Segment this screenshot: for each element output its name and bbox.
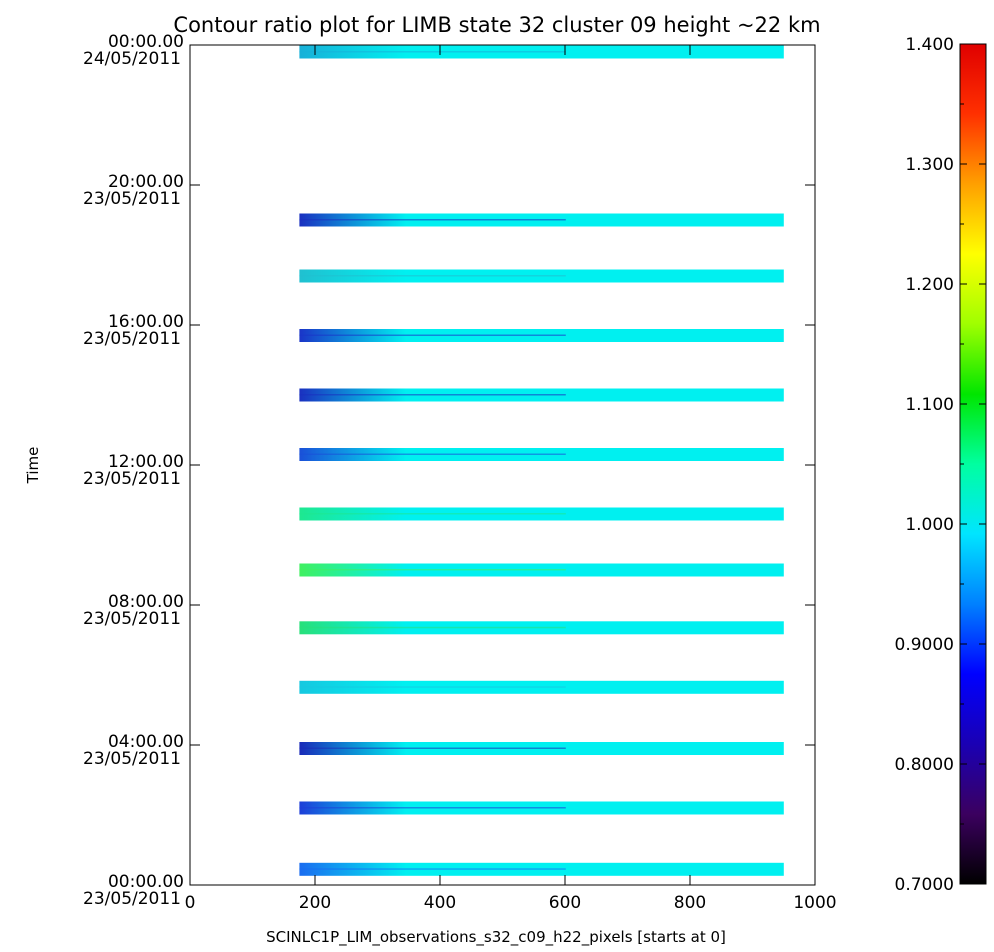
axis-ticks bbox=[189, 44, 816, 886]
x-tick-labels: 0 200 400 600 800 1000 bbox=[185, 893, 837, 913]
colorbar-label: 1.300 bbox=[905, 155, 954, 175]
y-axis-label: Time bbox=[24, 447, 42, 485]
colorbar bbox=[959, 43, 987, 885]
colorbar-label: 1.200 bbox=[905, 275, 954, 295]
orbit-band-streak bbox=[299, 275, 566, 277]
y-tick-date-label: 23/05/2011 bbox=[83, 749, 181, 769]
y-tick-date-label: 23/05/2011 bbox=[83, 469, 181, 489]
colorbar-ticks bbox=[960, 43, 986, 885]
y-tick-date-label: 23/05/2011 bbox=[83, 189, 181, 209]
y-tick-time-label: 08:00.00 bbox=[108, 592, 184, 612]
orbit-band-streak bbox=[299, 51, 566, 53]
colorbar-labels: 0.7000 0.8000 0.9000 1.000 1.100 1.200 1.300 1.… bbox=[895, 35, 954, 895]
colorbar-label: 0.7000 bbox=[895, 875, 954, 895]
orbit-band-streak bbox=[299, 747, 566, 749]
y-tick-date-label: 23/05/2011 bbox=[83, 609, 181, 629]
y-tick-time-label: 00:00.00 bbox=[108, 32, 184, 52]
y-tick-time-label: 04:00.00 bbox=[108, 732, 184, 752]
colorbar-label: 1.100 bbox=[905, 395, 954, 415]
orbit-band-streak bbox=[299, 686, 566, 688]
orbit-band-streak bbox=[299, 453, 566, 455]
colorbar-label: 1.000 bbox=[905, 515, 954, 535]
y-tick-date-label: 23/05/2011 bbox=[83, 329, 181, 349]
orbit-band-streak bbox=[299, 569, 566, 571]
x-tick-label: 400 bbox=[424, 893, 456, 913]
x-tick-label: 0 bbox=[185, 893, 196, 913]
orbit-band-streak bbox=[299, 394, 566, 396]
plot-frame bbox=[189, 44, 816, 886]
y-tick-date-label: 24/05/2011 bbox=[83, 49, 181, 69]
x-tick-label: 200 bbox=[299, 893, 331, 913]
colorbar-label: 1.400 bbox=[905, 35, 954, 55]
orbit-band-streak bbox=[299, 513, 566, 515]
chart-title: Contour ratio plot for LIMB state 32 clu… bbox=[173, 13, 820, 37]
x-tick-label: 1000 bbox=[793, 893, 836, 913]
y-tick-time-label: 16:00.00 bbox=[108, 312, 184, 332]
x-tick-label: 800 bbox=[674, 893, 706, 913]
y-tick-time-label: 20:00.00 bbox=[108, 172, 184, 192]
orbit-band-streak bbox=[299, 807, 566, 809]
orbit-bands bbox=[299, 45, 784, 876]
y-tick-date-label: 23/05/2011 bbox=[83, 889, 181, 909]
orbit-band-streak bbox=[299, 334, 566, 336]
x-axis-label: SCINLC1P_LIM_observations_s32_c09_h22_pi… bbox=[266, 928, 726, 947]
y-tick-labels: 00:00.0023/05/201104:00.0023/05/201108:0… bbox=[83, 32, 184, 909]
colorbar-label: 0.9000 bbox=[895, 635, 954, 655]
y-tick-time-label: 12:00.00 bbox=[108, 452, 184, 472]
y-tick-time-label: 00:00.00 bbox=[108, 872, 184, 892]
orbit-band-streak bbox=[299, 219, 566, 221]
colorbar-label: 0.8000 bbox=[895, 755, 954, 775]
orbit-band-streak bbox=[299, 868, 566, 870]
orbit-band-streak bbox=[299, 626, 566, 629]
x-tick-label: 600 bbox=[549, 893, 581, 913]
